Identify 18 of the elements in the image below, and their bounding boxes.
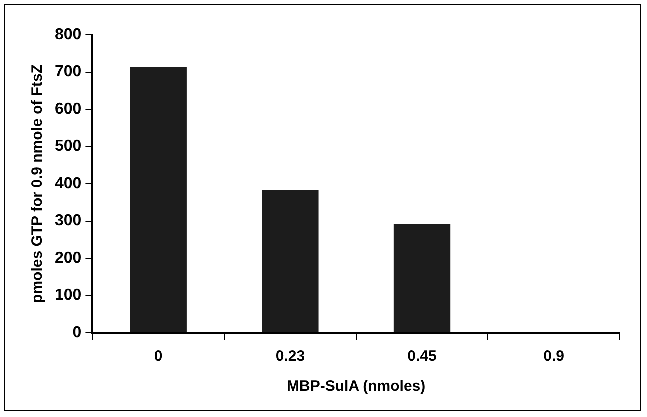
y-tick-label: 500 [54, 138, 82, 156]
x-tick-label: 0 [154, 348, 163, 366]
y-tick-label: 300 [54, 212, 82, 230]
y-tick-label: 200 [54, 250, 82, 267]
x-tick-label: 0.23 [276, 348, 306, 366]
bar [394, 224, 451, 332]
y-axis-title: pmoles GTP for 0.9 nmole of FtsZ [29, 64, 46, 304]
y-tick-label: 0 [72, 324, 82, 342]
bar [130, 67, 187, 332]
y-tick-label: 600 [54, 100, 82, 118]
bar [262, 190, 319, 332]
y-tick-label: 700 [54, 64, 82, 81]
x-tick-label: 0.9 [544, 348, 565, 366]
y-tick-label: 800 [54, 26, 82, 44]
x-axis-title: MBP-SulA (nmoles) [287, 378, 426, 396]
x-tick-label: 0.45 [408, 348, 437, 366]
y-tick-label: 100 [54, 287, 82, 304]
y-tick-label: 400 [54, 175, 82, 192]
